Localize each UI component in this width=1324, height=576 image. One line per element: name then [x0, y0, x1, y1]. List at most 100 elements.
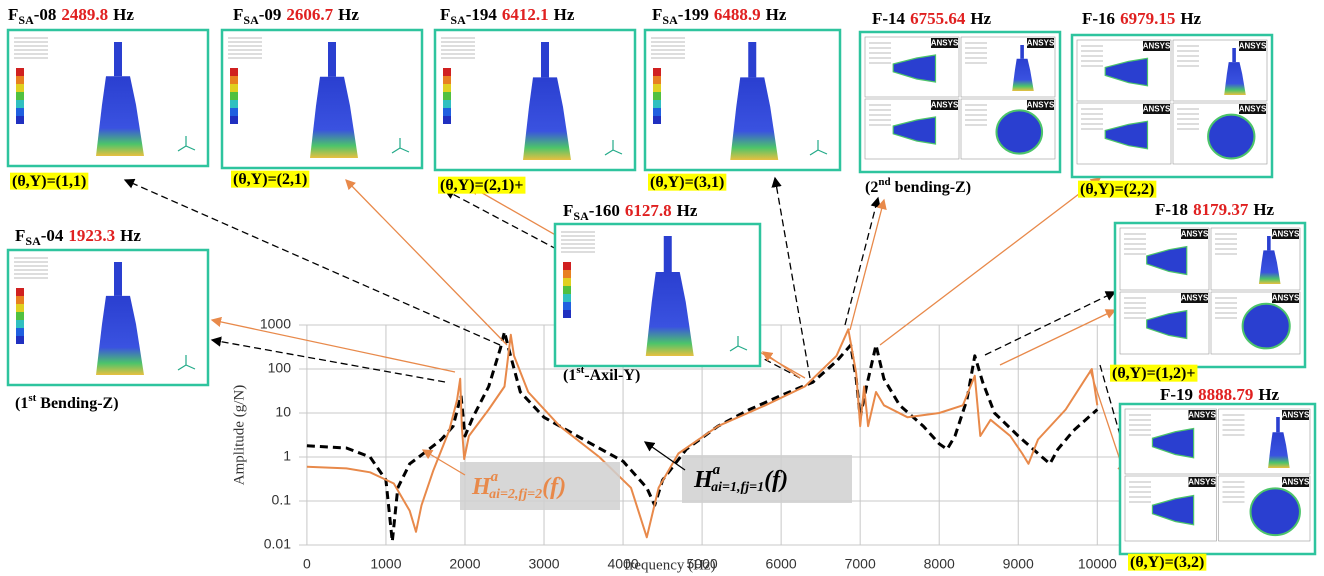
mode-label: (θ,Y)=(2,2)	[1080, 181, 1154, 198]
legend-swatch	[563, 262, 571, 270]
legend-swatch	[653, 84, 661, 92]
title-unit: Hz	[554, 5, 575, 24]
mode-label: (θ,Y)=(3,2)	[1130, 554, 1204, 571]
title-id: -08	[34, 5, 57, 24]
title-name: F	[1160, 385, 1170, 404]
ansys-badge: ANSYS	[1181, 230, 1209, 239]
legend-swatch	[230, 84, 238, 92]
label-sub: ai=2,fj=2	[489, 487, 542, 502]
y-tick-label: 0.1	[272, 492, 292, 508]
model-stem	[1276, 417, 1280, 432]
mode-text: (θ,Y)=(3,1)	[650, 174, 724, 191]
title-freq: 6412.1	[502, 5, 549, 24]
mode-rest: -Axil-Y)	[584, 367, 640, 384]
legend-swatch	[653, 100, 661, 108]
legend-swatch	[16, 108, 24, 116]
panel-title: F-188179.37Hz	[1155, 200, 1275, 219]
mode-text: (2	[865, 179, 878, 196]
mode-label: (1st Bending-Z)	[15, 392, 119, 412]
title-freq: 6127.8	[625, 201, 672, 220]
mode-label: (θ,Y)=(1,1)	[12, 173, 86, 190]
title-sub: SA	[25, 234, 41, 248]
x-tick-label: 0	[303, 556, 311, 572]
title-unit: Hz	[766, 5, 787, 24]
legend-swatch	[16, 92, 24, 100]
legend-swatch	[230, 76, 238, 84]
ansys-badge: ANSYS	[1181, 294, 1209, 303]
title-unit: Hz	[1258, 385, 1279, 404]
mode-rest: bending-Z)	[891, 179, 971, 196]
title-sub: SA	[18, 13, 34, 27]
title-id: -19	[1170, 385, 1193, 404]
title-name: F	[8, 5, 18, 24]
title-name: F	[233, 5, 243, 24]
y-tick-label: 0.01	[264, 536, 291, 552]
mode-text: (θ,Y)=(1,1)	[12, 173, 86, 190]
label-sup: a	[713, 462, 721, 478]
title-name: F	[1082, 9, 1092, 28]
arrow	[346, 180, 507, 345]
title-name: F	[1155, 200, 1165, 219]
legend-swatch	[16, 288, 24, 296]
title-unit: Hz	[1180, 9, 1201, 28]
legend-swatch	[16, 76, 24, 84]
title-freq: 2489.8	[61, 5, 108, 24]
title-name: F	[872, 9, 882, 28]
title-freq: 6755.64	[910, 9, 966, 28]
title-sub: SA	[450, 13, 466, 27]
ansys-badge: ANSYS	[1282, 411, 1310, 420]
legend-swatch	[443, 116, 451, 124]
ansys-badge: ANSYS	[1188, 478, 1216, 487]
model-stem	[114, 42, 122, 76]
ansys-badge: ANSYS	[1188, 411, 1216, 420]
legend-swatch	[16, 296, 24, 304]
arrow	[880, 178, 1100, 345]
title-freq: 1923.3	[68, 226, 115, 245]
x-tick-label: 6000	[766, 556, 797, 572]
legend-swatch	[230, 100, 238, 108]
title-freq: 8179.37	[1193, 200, 1249, 219]
x-tick-label: 3000	[528, 556, 559, 572]
legend-swatch	[16, 312, 24, 320]
mode-text: (θ,Y)=(2,2)	[1080, 181, 1154, 198]
legend-swatch	[443, 92, 451, 100]
legend-swatch	[443, 68, 451, 76]
x-tick-label: 10000	[1078, 556, 1117, 572]
title-unit: Hz	[113, 5, 134, 24]
model-top	[1251, 488, 1300, 535]
label-sub: ai=1,fj=1	[711, 480, 764, 495]
ansys-badge: ANSYS	[1143, 42, 1171, 51]
x-tick-label: 9000	[1003, 556, 1034, 572]
x-tick-label: 8000	[924, 556, 955, 572]
mode-label: (2nd bending-Z)	[865, 176, 971, 196]
legend-swatch	[443, 108, 451, 116]
x-tick-label: 2000	[449, 556, 480, 572]
label-arg: (f)	[764, 467, 788, 493]
legend-swatch	[563, 302, 571, 310]
label-arg: (f)	[542, 474, 566, 500]
mode-label: (θ,Y)=(2,1)+	[440, 177, 523, 194]
legend-swatch	[443, 76, 451, 84]
y-tick-label: 1000	[260, 316, 291, 332]
legend-swatch	[230, 92, 238, 100]
title-id: -160	[589, 201, 620, 220]
legend-swatch	[16, 336, 24, 344]
title-unit: Hz	[120, 226, 141, 245]
mode-text: (θ,Y)=(2,1)	[233, 171, 307, 188]
ansys-badge: ANSYS	[1239, 105, 1267, 114]
model-stem	[1020, 45, 1024, 59]
model-stem	[114, 262, 122, 296]
title-unit: Hz	[677, 201, 698, 220]
x-tick-label: 1000	[370, 556, 401, 572]
mode-text: (1	[15, 395, 28, 412]
mode-text: (1	[563, 367, 576, 384]
model-top	[996, 110, 1042, 153]
model-top	[1243, 304, 1290, 349]
title-name: F	[652, 5, 662, 24]
legend-swatch	[16, 100, 24, 108]
mode-label: (θ,Y)=(2,1)	[233, 171, 307, 188]
arrow	[850, 200, 884, 330]
